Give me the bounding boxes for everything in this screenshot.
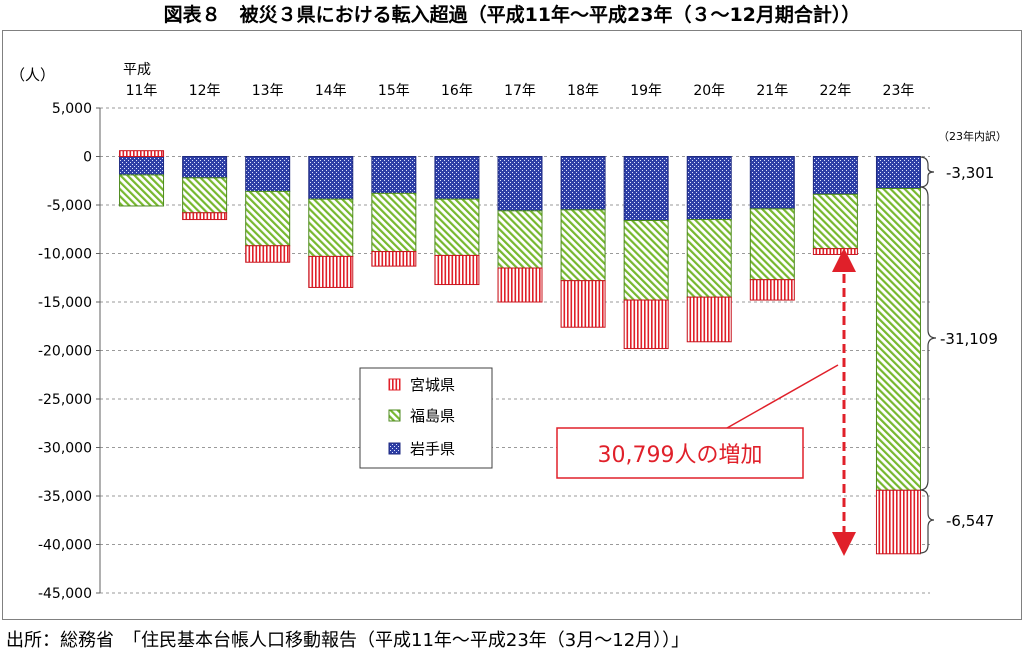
- bar-fukushima: [686, 219, 732, 298]
- x-tick-label: 13年: [252, 83, 284, 99]
- y-tick-label: 5,000: [52, 101, 92, 117]
- y-tick-label: -40,000: [38, 538, 92, 554]
- x-tick-label: 12年: [189, 83, 221, 99]
- breakdown-value-miyagi: -6,547: [946, 512, 994, 530]
- callout-leader-line: [726, 364, 839, 429]
- bar-miyagi: [812, 248, 858, 255]
- x-era-label: 平成: [123, 62, 151, 78]
- bar-miyagi: [749, 279, 795, 301]
- y-tick-label: -30,000: [38, 441, 92, 457]
- bar-iwate: [875, 156, 921, 190]
- bar-fukushima: [308, 198, 354, 257]
- bar-stacks: [119, 150, 921, 555]
- legend-swatch-miyagi: [388, 378, 401, 391]
- y-tick-label: -10,000: [38, 247, 92, 263]
- x-tick-label: 22年: [819, 83, 851, 99]
- bar-iwate: [371, 156, 417, 194]
- bar-fukushima: [182, 177, 228, 214]
- breakdown-header: （23年内訳）: [938, 129, 1007, 143]
- brace-fukushima: [919, 186, 937, 491]
- callout-text: 30,799人の増加: [598, 443, 763, 468]
- legend: 宮城県 福島県 岩手県: [359, 367, 493, 469]
- bar-fukushima: [119, 174, 165, 207]
- bar-fukushima: [749, 208, 795, 281]
- x-tick-label: 15年: [378, 83, 410, 99]
- bar-iwate: [812, 156, 858, 195]
- bar-miyagi: [245, 245, 291, 263]
- x-tick-label: 16年: [441, 83, 473, 99]
- bar-iwate: [119, 156, 165, 176]
- figure-title: 図表８ 被災３県における転入超過（平成11年～平成23年（３～12月期合計））: [163, 4, 861, 26]
- x-tick-label: 20年: [693, 83, 725, 99]
- bar-miyagi: [623, 299, 669, 350]
- bar-miyagi: [308, 255, 354, 288]
- legend-label-iwate: 岩手県: [410, 440, 455, 458]
- bar-miyagi: [182, 212, 228, 221]
- y-tick-label: -20,000: [38, 344, 92, 360]
- bar-iwate: [560, 156, 606, 211]
- chart-frame: [2, 30, 1022, 620]
- x-tick-label: 23年: [883, 83, 915, 99]
- x-axis-tick-labels: 11年 12年 13年 14年 15年 16年 17年 18年 19年 20年 21年 22年 23年: [126, 83, 915, 99]
- legend-label-fukushima: 福島県: [410, 407, 455, 425]
- bar-fukushima: [245, 190, 291, 247]
- bar-miyagi: [434, 254, 480, 286]
- callout-box: [556, 427, 804, 479]
- bar-fukushima: [434, 198, 480, 256]
- bar-miyagi: [119, 150, 165, 157]
- bar-iwate: [308, 156, 354, 200]
- legend-box: [359, 367, 493, 469]
- x-tick-label: 17年: [504, 83, 536, 99]
- bar-fukushima: [497, 210, 543, 269]
- bar-iwate: [434, 156, 480, 200]
- y-tick-label: -45,000: [38, 586, 92, 602]
- bar-miyagi: [497, 267, 543, 303]
- bar-fukushima: [560, 209, 606, 282]
- y-tick-label: -15,000: [38, 295, 92, 311]
- source-note: 出所：総務省 「住民基本台帳人口移動報告（平成11年～平成23年（3月～12月）…: [6, 630, 690, 651]
- bar-iwate: [686, 156, 732, 221]
- breakdown-value-fukushima: -31,109: [940, 330, 998, 348]
- x-tick-label: 21年: [756, 83, 788, 99]
- x-tick-label: 11年: [126, 83, 158, 99]
- legend-label-miyagi: 宮城県: [410, 376, 455, 394]
- brace-iwate: [919, 156, 935, 188]
- bar-iwate: [749, 156, 795, 210]
- brace-miyagi: [919, 489, 935, 554]
- bar-fukushima: [623, 220, 669, 301]
- y-tick-label: -35,000: [38, 489, 92, 505]
- x-tick-label: 14年: [315, 83, 347, 99]
- y-tick-label: 0: [83, 150, 92, 166]
- y-tick-label: -5,000: [47, 198, 92, 214]
- bar-iwate: [623, 156, 669, 222]
- bar-miyagi: [875, 489, 921, 555]
- bar-fukushima: [812, 193, 858, 250]
- bar-iwate: [182, 156, 228, 179]
- bar-miyagi: [560, 280, 606, 328]
- bar-miyagi: [371, 251, 417, 267]
- bar-fukushima: [875, 188, 921, 491]
- x-tick-label: 19年: [630, 83, 662, 99]
- bar-miyagi: [686, 296, 732, 343]
- breakdown-value-iwate: -3,301: [946, 164, 994, 182]
- y-axis-tick-labels: 5,000 0 -5,000 -10,000 -15,000 -20,000 -25,000…: [38, 101, 92, 602]
- bar-iwate: [497, 156, 543, 212]
- bar-fukushima: [371, 192, 417, 253]
- bar-iwate: [245, 156, 291, 192]
- y-tick-label: -25,000: [38, 392, 92, 408]
- x-tick-label: 18年: [567, 83, 599, 99]
- legend-swatch-iwate: [388, 442, 401, 455]
- y-unit-label: （人）: [10, 66, 55, 84]
- legend-swatch-fukushima: [388, 409, 401, 422]
